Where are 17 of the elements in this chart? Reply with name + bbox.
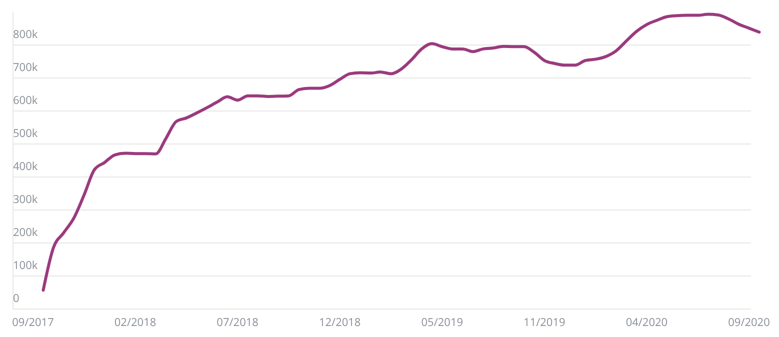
y-tick-label: 0 (13, 291, 20, 306)
y-tick-label: 200k (13, 225, 38, 240)
x-tick-label: 09/2020 (728, 315, 770, 330)
y-tick-label: 400k (13, 159, 38, 174)
y-tick-label: 500k (13, 126, 38, 141)
x-tick-label: 04/2020 (626, 315, 668, 330)
x-tick-label: 09/2017 (12, 315, 54, 330)
x-tick-label: 07/2018 (216, 315, 258, 330)
x-tick-label: 12/2018 (318, 315, 361, 330)
x-tick-label: 02/2018 (114, 315, 156, 330)
y-tick-label: 300k (13, 192, 38, 207)
y-tick-label: 100k (13, 258, 38, 273)
y-tick-label: 600k (13, 93, 38, 108)
y-tick-label: 800k (13, 27, 38, 42)
y-tick-label: 700k (13, 60, 38, 75)
x-tick-label: 11/2019 (524, 315, 566, 330)
x-tick-label: 05/2019 (421, 315, 464, 330)
